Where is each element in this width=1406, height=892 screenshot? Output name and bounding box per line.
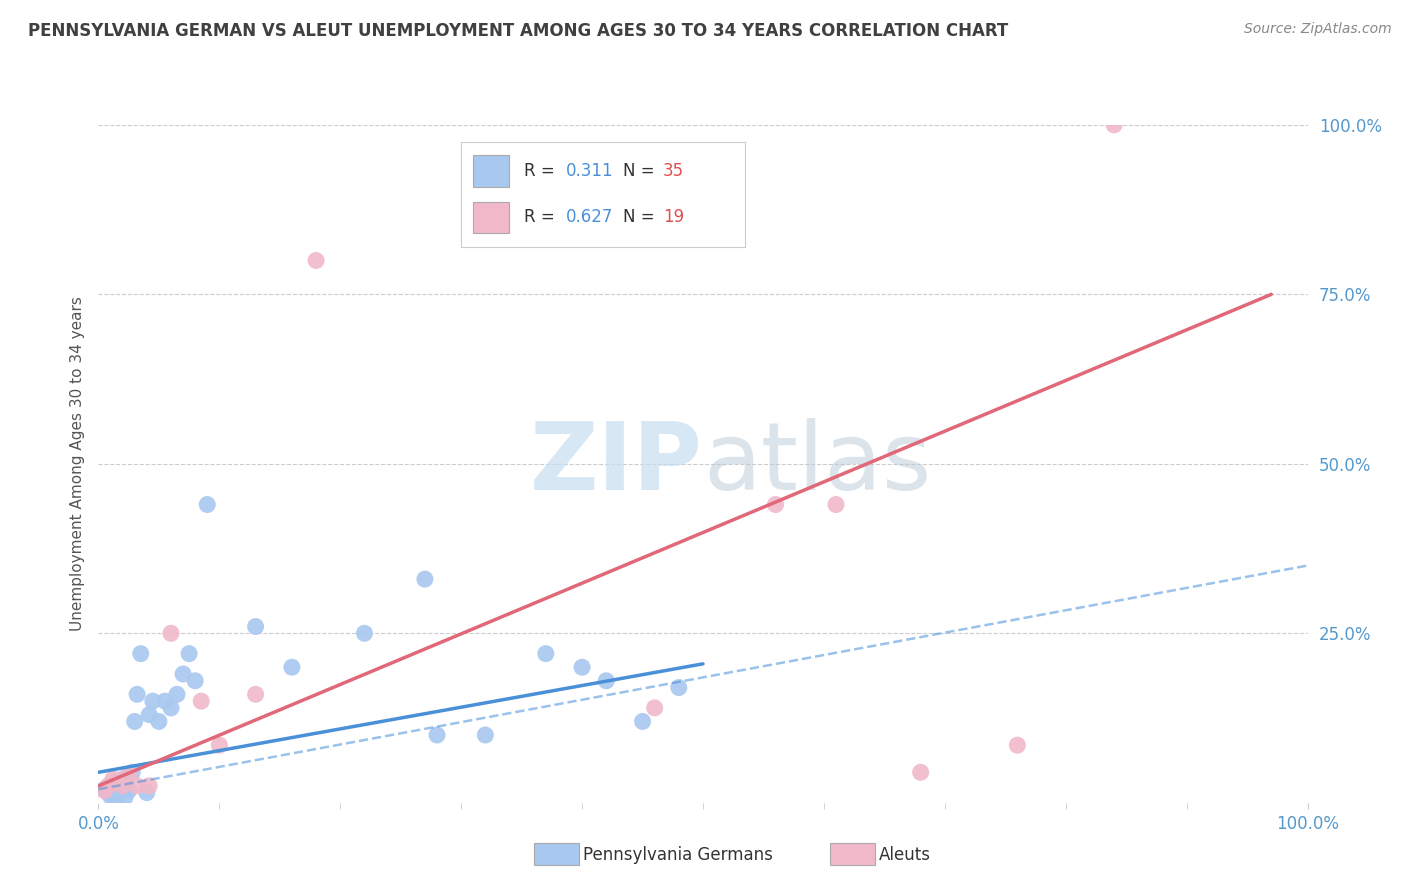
Point <box>97 779 120 793</box>
Point <box>184 673 207 688</box>
Text: atlas: atlas <box>703 417 931 510</box>
Point <box>160 701 183 715</box>
Point <box>177 647 201 661</box>
Text: R =: R = <box>523 161 560 179</box>
Point <box>195 498 218 512</box>
Point <box>245 619 267 633</box>
Point <box>127 687 149 701</box>
Text: 35: 35 <box>662 161 685 179</box>
Point <box>138 779 160 793</box>
Point <box>413 572 436 586</box>
Point <box>571 660 593 674</box>
Point <box>124 714 146 729</box>
Point <box>595 673 617 688</box>
Point <box>305 253 328 268</box>
Point <box>101 772 124 786</box>
Point <box>105 792 128 806</box>
Point <box>208 738 231 752</box>
Text: ZIP: ZIP <box>530 417 703 510</box>
Text: PENNSYLVANIA GERMAN VS ALEUT UNEMPLOYMENT AMONG AGES 30 TO 34 YEARS CORRELATION : PENNSYLVANIA GERMAN VS ALEUT UNEMPLOYMEN… <box>28 22 1008 40</box>
Point <box>353 626 375 640</box>
Point <box>142 694 165 708</box>
Point <box>129 647 152 661</box>
Text: 19: 19 <box>662 208 685 226</box>
Point <box>111 772 134 786</box>
Text: Aleuts: Aleuts <box>879 846 931 863</box>
Point <box>105 774 128 789</box>
Point <box>1007 738 1029 752</box>
Text: Source: ZipAtlas.com: Source: ZipAtlas.com <box>1244 22 1392 37</box>
Point <box>111 779 134 793</box>
Point <box>108 779 131 793</box>
Point <box>426 728 449 742</box>
Point <box>153 694 176 708</box>
Point <box>100 789 122 803</box>
Text: R =: R = <box>523 208 560 226</box>
Point <box>825 498 848 512</box>
Text: N =: N = <box>623 161 659 179</box>
Point <box>631 714 654 729</box>
Point <box>765 498 787 512</box>
Point <box>166 687 188 701</box>
Point <box>910 765 932 780</box>
Point <box>114 790 136 805</box>
Point <box>101 783 124 797</box>
Y-axis label: Unemployment Among Ages 30 to 34 years: Unemployment Among Ages 30 to 34 years <box>69 296 84 632</box>
Point <box>121 765 143 780</box>
Point <box>148 714 170 729</box>
Point <box>93 782 115 797</box>
Point <box>1102 118 1125 132</box>
Point <box>160 626 183 640</box>
Text: 0.627: 0.627 <box>567 208 613 226</box>
Point <box>97 786 120 800</box>
Point <box>668 681 690 695</box>
Point <box>644 701 666 715</box>
Text: N =: N = <box>623 208 659 226</box>
Point <box>93 783 115 797</box>
Point <box>135 786 157 800</box>
Bar <box>472 155 509 187</box>
Point <box>245 687 267 701</box>
Bar <box>472 202 509 233</box>
Point <box>172 667 194 681</box>
Point <box>118 783 141 797</box>
Point <box>127 779 149 793</box>
Point <box>474 728 496 742</box>
Point <box>190 694 212 708</box>
Point <box>138 707 160 722</box>
Point <box>534 647 557 661</box>
Point <box>118 767 141 781</box>
Text: 0.311: 0.311 <box>567 161 614 179</box>
Point <box>281 660 304 674</box>
Text: Pennsylvania Germans: Pennsylvania Germans <box>583 846 773 863</box>
